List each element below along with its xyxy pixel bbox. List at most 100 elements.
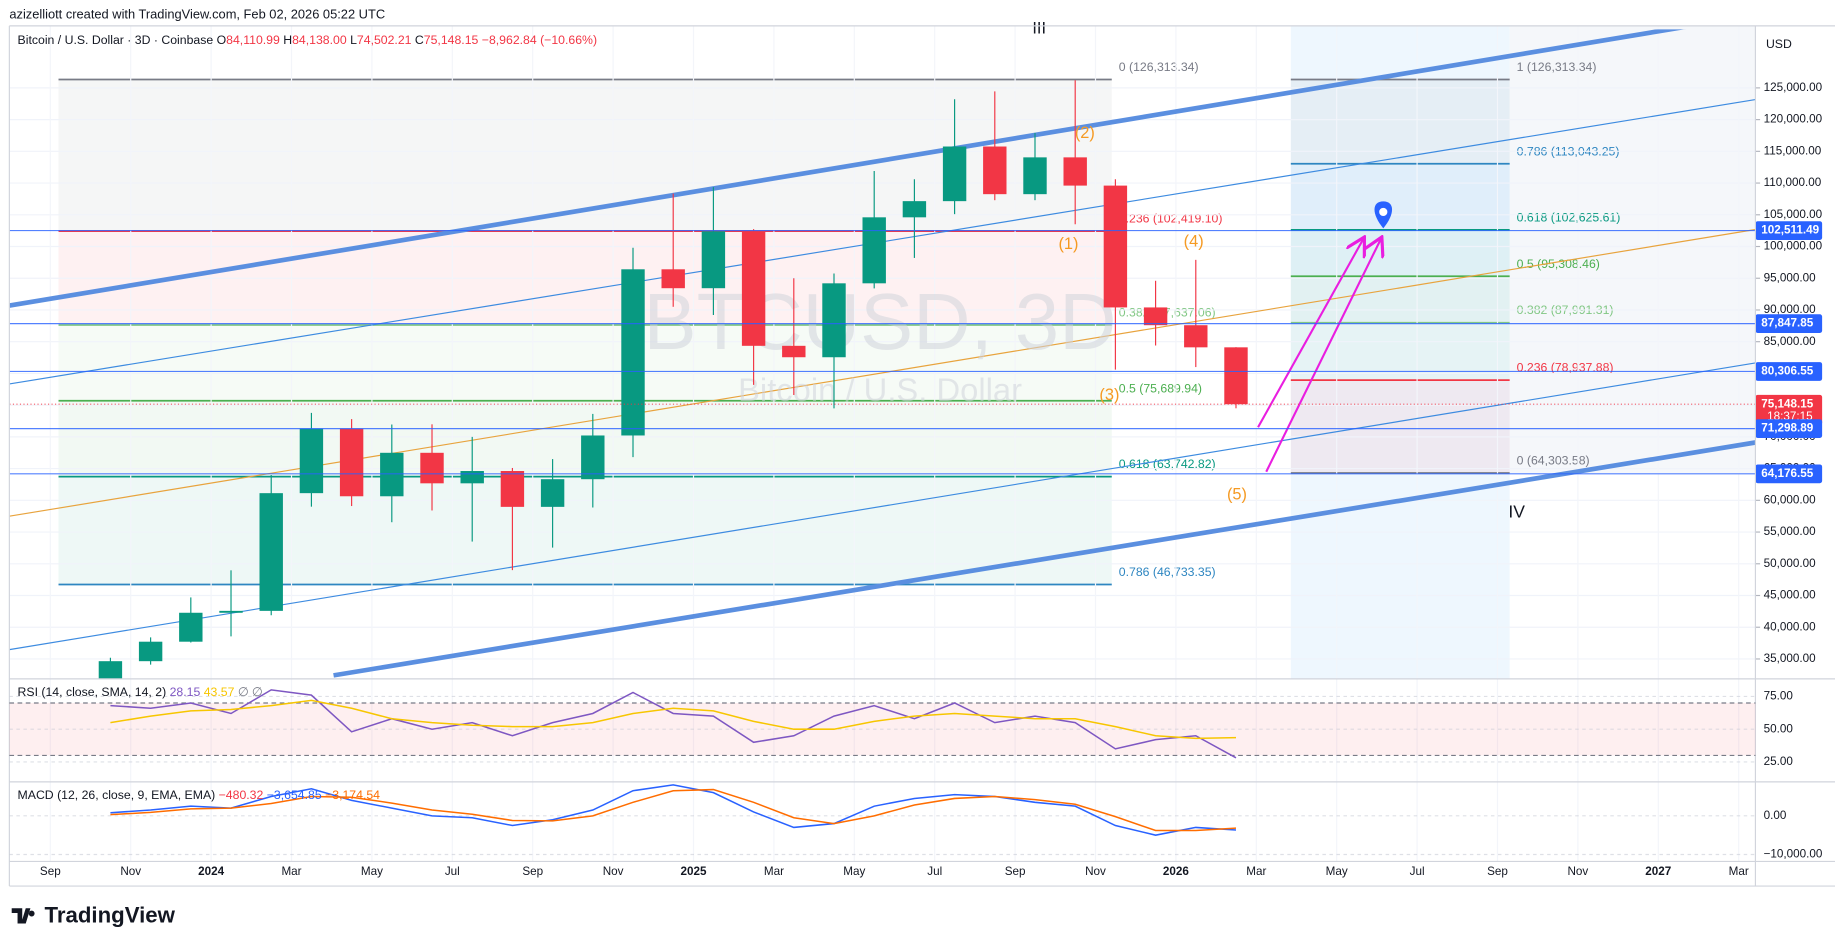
candle-body xyxy=(259,493,283,611)
x-tick-label: Mar xyxy=(764,865,784,878)
fib-left: 0 (126,313.34)0.236 (102,419.10)0.382 (8… xyxy=(58,60,1222,586)
fib-zone xyxy=(1290,25,1510,679)
y-tick-label: 90,000.00 xyxy=(1764,303,1816,316)
y-tick-label: 95,000.00 xyxy=(1764,271,1816,284)
logo: TradingView xyxy=(11,902,176,927)
candle-body xyxy=(299,428,324,494)
h: H xyxy=(283,33,292,47)
readout: 28.15 xyxy=(170,685,201,699)
x-tick-label: Sep xyxy=(40,865,61,878)
fib-right: 1 (126,313.34)0.786 (113,043.25)0.618 (1… xyxy=(1290,60,1621,474)
wave-label: (1) xyxy=(1058,235,1078,253)
high: 84,138.00 xyxy=(292,33,347,47)
indicator-name: RSI (14, close, SMA, 14, 2) xyxy=(18,685,167,699)
price-badge-label: 71,298.89 xyxy=(1761,422,1813,435)
candle-body xyxy=(380,452,404,497)
fib-label: 0.5 (95,308.46) xyxy=(1517,257,1600,271)
fib-label: 0.5 (75,689.94) xyxy=(1119,381,1202,395)
x-tick-label: Nov xyxy=(603,865,624,878)
price-badge xyxy=(1755,362,1823,381)
x-tick-label: May xyxy=(1326,865,1348,878)
y-tick-label: 45,000.00 xyxy=(1764,589,1816,602)
y-tick-label: 40,000.00 xyxy=(1764,620,1816,633)
wave-label: III xyxy=(1032,20,1046,38)
x-tick-label: Jul xyxy=(927,865,942,878)
candle-body xyxy=(1023,157,1047,195)
candle-body xyxy=(500,471,525,507)
candle-body xyxy=(701,231,726,289)
drawings-background xyxy=(1290,25,1756,679)
readout: −480.32 xyxy=(219,788,264,802)
sub-panes: 75.00 50.00 25.00 RSI (14, close, SMA, 14, … xyxy=(9,685,1823,861)
indicator-title: RSI (14, close, SMA, 14, 2) 28.15 43.57 … xyxy=(18,685,263,699)
fib-band xyxy=(1290,229,1510,277)
price-badge-label: 64,176.55 xyxy=(1761,467,1813,480)
fib-label: 0 (126,313.34) xyxy=(1119,60,1199,74)
y-tick-label: 55,000.00 xyxy=(1764,525,1816,538)
legend: Bitcoin / U.S. Dollar · 3D · Coinbase O8… xyxy=(18,33,597,47)
wave-label: (3) xyxy=(1099,386,1119,404)
candle-body xyxy=(1063,157,1087,186)
x-tick-label: Jul xyxy=(445,865,460,878)
brand: TradingView xyxy=(44,902,175,927)
fib-band xyxy=(1290,163,1510,230)
x-tick-label: Mar xyxy=(1246,865,1266,878)
grid: 35,000.00 40,000.00 45,000.00 50,000.00 55,0… xyxy=(9,25,1823,878)
y-tick-label: 75.00 xyxy=(1764,690,1794,703)
candle-body xyxy=(942,146,967,202)
price-badge xyxy=(1755,314,1823,333)
y-tick-label: 85,000.00 xyxy=(1764,335,1816,348)
o: O xyxy=(217,33,227,47)
price-badge xyxy=(1755,419,1823,438)
x-tick-label: Nov xyxy=(120,865,141,878)
fib-label: 0.618 (63,742.82) xyxy=(1119,457,1216,471)
candle-body xyxy=(581,435,605,480)
candle-body xyxy=(862,217,886,284)
fib-band xyxy=(1290,276,1510,323)
arrow xyxy=(1257,239,1363,428)
channel-top xyxy=(9,29,1685,308)
candle-body xyxy=(1143,307,1168,326)
y-tick-label: 105,000.00 xyxy=(1764,208,1823,221)
indicator-line xyxy=(110,699,1237,740)
candle-body xyxy=(1224,347,1248,405)
x-tick-label: 2024 xyxy=(198,865,225,878)
price-badge xyxy=(1755,464,1823,484)
l: L xyxy=(350,33,357,47)
candle-body xyxy=(460,471,484,484)
candles xyxy=(98,80,1248,679)
y-tick-label: −10,000.00 xyxy=(1764,848,1823,861)
y-tick-label: 115,000.00 xyxy=(1764,144,1822,157)
wave-label: (5) xyxy=(1227,485,1247,503)
candle-body xyxy=(540,479,565,507)
candle-body xyxy=(741,231,766,346)
indicator-name: MACD (12, 26, close, 9, EMA, EMA) xyxy=(18,788,216,802)
readout: −3,174.54 xyxy=(325,788,380,802)
readout: −3,654.85 xyxy=(267,788,322,802)
x-tick-label: May xyxy=(843,865,865,878)
indicator-line xyxy=(110,784,1237,836)
wave-label: IV xyxy=(1508,501,1525,521)
fib-band xyxy=(1290,79,1510,164)
price-badge xyxy=(1755,221,1823,240)
x-tick-label: Mar xyxy=(281,865,301,878)
fib-label: 0.618 (102,625.61) xyxy=(1517,210,1621,224)
wave-label: (4) xyxy=(1184,233,1204,251)
close: 75,148.15 xyxy=(424,33,479,47)
pin-dot xyxy=(1379,207,1388,217)
channel-line xyxy=(9,362,1756,651)
y-tick-label: 60,000.00 xyxy=(1764,493,1816,506)
watermark: Bitcoin / U.S. Dollar xyxy=(738,371,1022,408)
fib-label: 0.786 (46,733.35) xyxy=(1119,565,1216,579)
wave-label: (2) xyxy=(1075,124,1095,142)
x-tick-label: 2027 xyxy=(1645,865,1671,878)
candle-body xyxy=(339,428,364,497)
pane-borders xyxy=(8,25,1835,887)
y-tick-label: 120,000.00 xyxy=(1764,113,1823,126)
candle-body xyxy=(621,269,645,436)
indicator-title: MACD (12, 26, close, 9, EMA, EMA) −480.3… xyxy=(18,788,381,802)
price-badge xyxy=(1755,394,1823,426)
fib-band xyxy=(58,476,1112,585)
c: C xyxy=(415,33,424,47)
